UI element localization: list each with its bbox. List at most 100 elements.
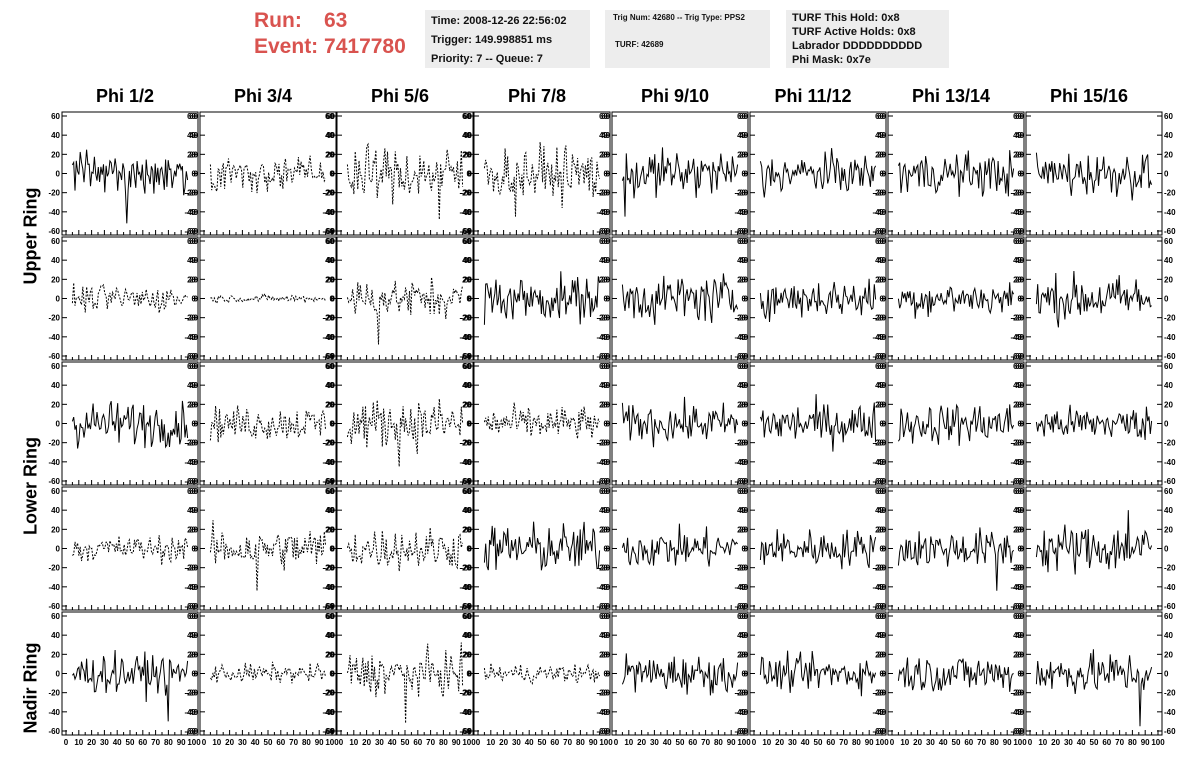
- y-tick-label-inner: -60: [1010, 352, 1022, 361]
- y-tick-label-inner: -40: [459, 333, 471, 342]
- y-tick-label-inner: 20: [325, 150, 334, 159]
- y-tick-label-left: 0: [194, 545, 199, 554]
- y-tick-label-inner: -40: [322, 458, 334, 467]
- y-tick-label-left: 60: [189, 487, 198, 496]
- y-tick-label-inner: 60: [187, 487, 196, 496]
- y-tick-label-left: 60: [877, 612, 886, 621]
- y-tick-label-inner: -20: [872, 189, 884, 198]
- x-tick-label: 80: [302, 738, 311, 747]
- y-tick-label-left: 20: [877, 400, 886, 409]
- y-tick-label-right: -40: [1164, 583, 1176, 592]
- y-tick-label-inner: 0: [467, 170, 472, 179]
- x-tick-label: 30: [926, 738, 935, 747]
- y-tick-label-left: 0: [468, 295, 473, 304]
- y-tick-label-left: 60: [463, 612, 472, 621]
- y-tick-label-left: 20: [877, 525, 886, 534]
- y-tick-label-inner: -20: [322, 689, 334, 698]
- panel-frame: [336, 111, 474, 236]
- y-tick-label-left: -40: [186, 708, 198, 717]
- y-tick-label-inner: 20: [462, 650, 471, 659]
- y-tick-label-inner: 40: [737, 381, 746, 390]
- y-tick-label-left: -60: [598, 727, 610, 736]
- y-tick-label-inner: -60: [596, 727, 608, 736]
- x-tick-label: 100: [325, 738, 339, 747]
- y-tick-label-inner: -60: [1010, 477, 1022, 486]
- y-tick-label-left: -60: [48, 477, 60, 486]
- x-tick-label: 20: [1051, 738, 1060, 747]
- y-tick-label-inner: 60: [875, 612, 884, 621]
- waveform-trace: [209, 520, 327, 591]
- y-tick-label-left: -60: [48, 602, 60, 611]
- y-tick-label-inner: 40: [599, 256, 608, 265]
- y-tick-label-right: 60: [1164, 487, 1173, 496]
- x-tick-label: 80: [164, 738, 173, 747]
- y-tick-label-left: 0: [744, 420, 749, 429]
- y-tick-label-left: 40: [1015, 631, 1024, 640]
- x-tick-label: 100: [875, 738, 889, 747]
- y-tick-label-inner: 0: [330, 545, 335, 554]
- run-event-label: Run: 63 Event: 7417780: [254, 8, 406, 60]
- x-tick-label: 30: [650, 738, 659, 747]
- y-tick-label-inner: 20: [187, 650, 196, 659]
- y-tick-label-left: 0: [331, 545, 336, 554]
- y-tick-label-left: 40: [1015, 131, 1024, 140]
- y-tick-label-left: 0: [194, 670, 199, 679]
- y-tick-label-left: -60: [48, 227, 60, 236]
- y-tick-label-left: 40: [601, 381, 610, 390]
- y-tick-label-left: -60: [874, 602, 886, 611]
- y-tick-label-inner: -60: [459, 352, 471, 361]
- y-tick-label-left: -60: [186, 602, 198, 611]
- waveform-trace: [1035, 152, 1153, 201]
- y-tick-label-right: -40: [1164, 333, 1176, 342]
- y-tick-label-inner: -60: [734, 227, 746, 236]
- y-tick-label-inner: 40: [325, 381, 334, 390]
- y-tick-label-left: 60: [51, 362, 60, 371]
- y-tick-label-left: 40: [877, 256, 886, 265]
- y-tick-label-inner: 20: [875, 150, 884, 159]
- y-tick-label-left: 60: [601, 362, 610, 371]
- waveform-trace: [897, 150, 1015, 197]
- y-tick-label-right: 40: [1164, 131, 1173, 140]
- y-tick-label-right: 40: [1164, 381, 1173, 390]
- y-tick-label-inner: 40: [187, 256, 196, 265]
- y-tick-label-left: 20: [326, 650, 335, 659]
- y-tick-label-left: -20: [186, 314, 198, 323]
- y-tick-label-inner: 40: [875, 256, 884, 265]
- x-tick-label: 0: [339, 738, 344, 747]
- y-tick-label-inner: -20: [734, 689, 746, 698]
- y-tick-label-left: -40: [598, 333, 610, 342]
- x-tick-label: 70: [151, 738, 160, 747]
- waveform-trace: [483, 521, 601, 571]
- waveform-trace: [621, 147, 739, 217]
- waveform-trace: [897, 403, 1015, 446]
- y-tick-label-inner: 60: [325, 237, 334, 246]
- x-tick-label: 10: [1038, 738, 1047, 747]
- x-tick-label: 80: [852, 738, 861, 747]
- y-tick-label-left: -20: [736, 439, 748, 448]
- y-tick-label-inner: 60: [462, 487, 471, 496]
- run-value: 63: [324, 9, 348, 32]
- waveform-trace: [209, 405, 327, 443]
- y-tick-label-inner: -60: [184, 602, 196, 611]
- waveform-trace: [483, 402, 601, 439]
- y-tick-label-left: 20: [739, 275, 748, 284]
- y-tick-label-inner: -60: [459, 227, 471, 236]
- y-tick-label-inner: 60: [1013, 362, 1022, 371]
- y-tick-label-inner: 60: [599, 612, 608, 621]
- y-tick-label-left: 20: [739, 650, 748, 659]
- y-tick-label-right: -40: [1164, 208, 1176, 217]
- y-tick-label-inner: 20: [599, 650, 608, 659]
- y-tick-label-left: 0: [194, 295, 199, 304]
- priority-line: Priority: 7 -- Queue: 7: [431, 53, 543, 65]
- y-tick-label-inner: -60: [322, 227, 334, 236]
- y-tick-label-left: 20: [601, 525, 610, 534]
- y-tick-label-left: 60: [601, 612, 610, 621]
- x-tick-label: 0: [614, 738, 619, 747]
- panel-frame: [336, 361, 474, 486]
- waveform-trace: [346, 642, 464, 724]
- y-tick-label-left: -40: [48, 583, 60, 592]
- y-tick-label-left: -40: [186, 333, 198, 342]
- y-tick-label-inner: -40: [459, 583, 471, 592]
- y-tick-label-inner: 60: [325, 487, 334, 496]
- waveform-trace: [759, 148, 877, 198]
